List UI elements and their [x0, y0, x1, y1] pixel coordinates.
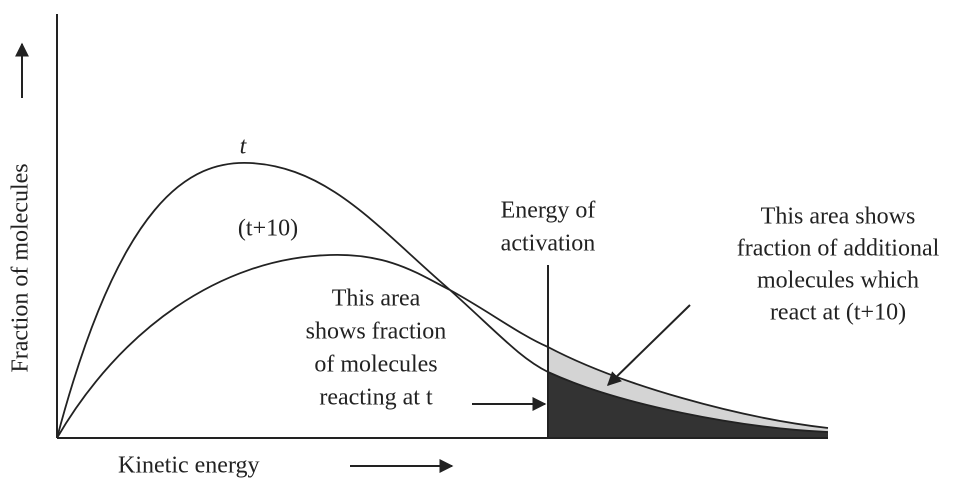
curve-t10	[56, 254, 829, 439]
y-axis-label: Fraction of molecules	[8, 163, 34, 372]
label-line: react at (t+10)	[770, 300, 906, 326]
label-line: molecules which	[757, 268, 919, 294]
x-axis-label: Kinetic energy	[118, 453, 260, 479]
label-blocks: Energy of activation This area shows fracti…	[306, 198, 940, 411]
additional-area	[548, 347, 828, 432]
additional-arrow	[606, 304, 691, 386]
curve-t	[56, 161, 829, 439]
label-line: shows fraction	[306, 319, 447, 345]
label-line: activation	[501, 231, 596, 257]
reacting-area	[548, 372, 828, 438]
label-line: Energy of	[501, 198, 596, 224]
label-line: This area shows	[761, 204, 916, 230]
label-line: fraction of additional	[737, 236, 940, 262]
label-line: of molecules	[314, 352, 437, 378]
label-line: This area	[332, 286, 421, 312]
label-line: reacting at t	[319, 385, 433, 411]
curve-label: (t+10)	[238, 216, 298, 242]
curve-label: t	[240, 134, 248, 160]
